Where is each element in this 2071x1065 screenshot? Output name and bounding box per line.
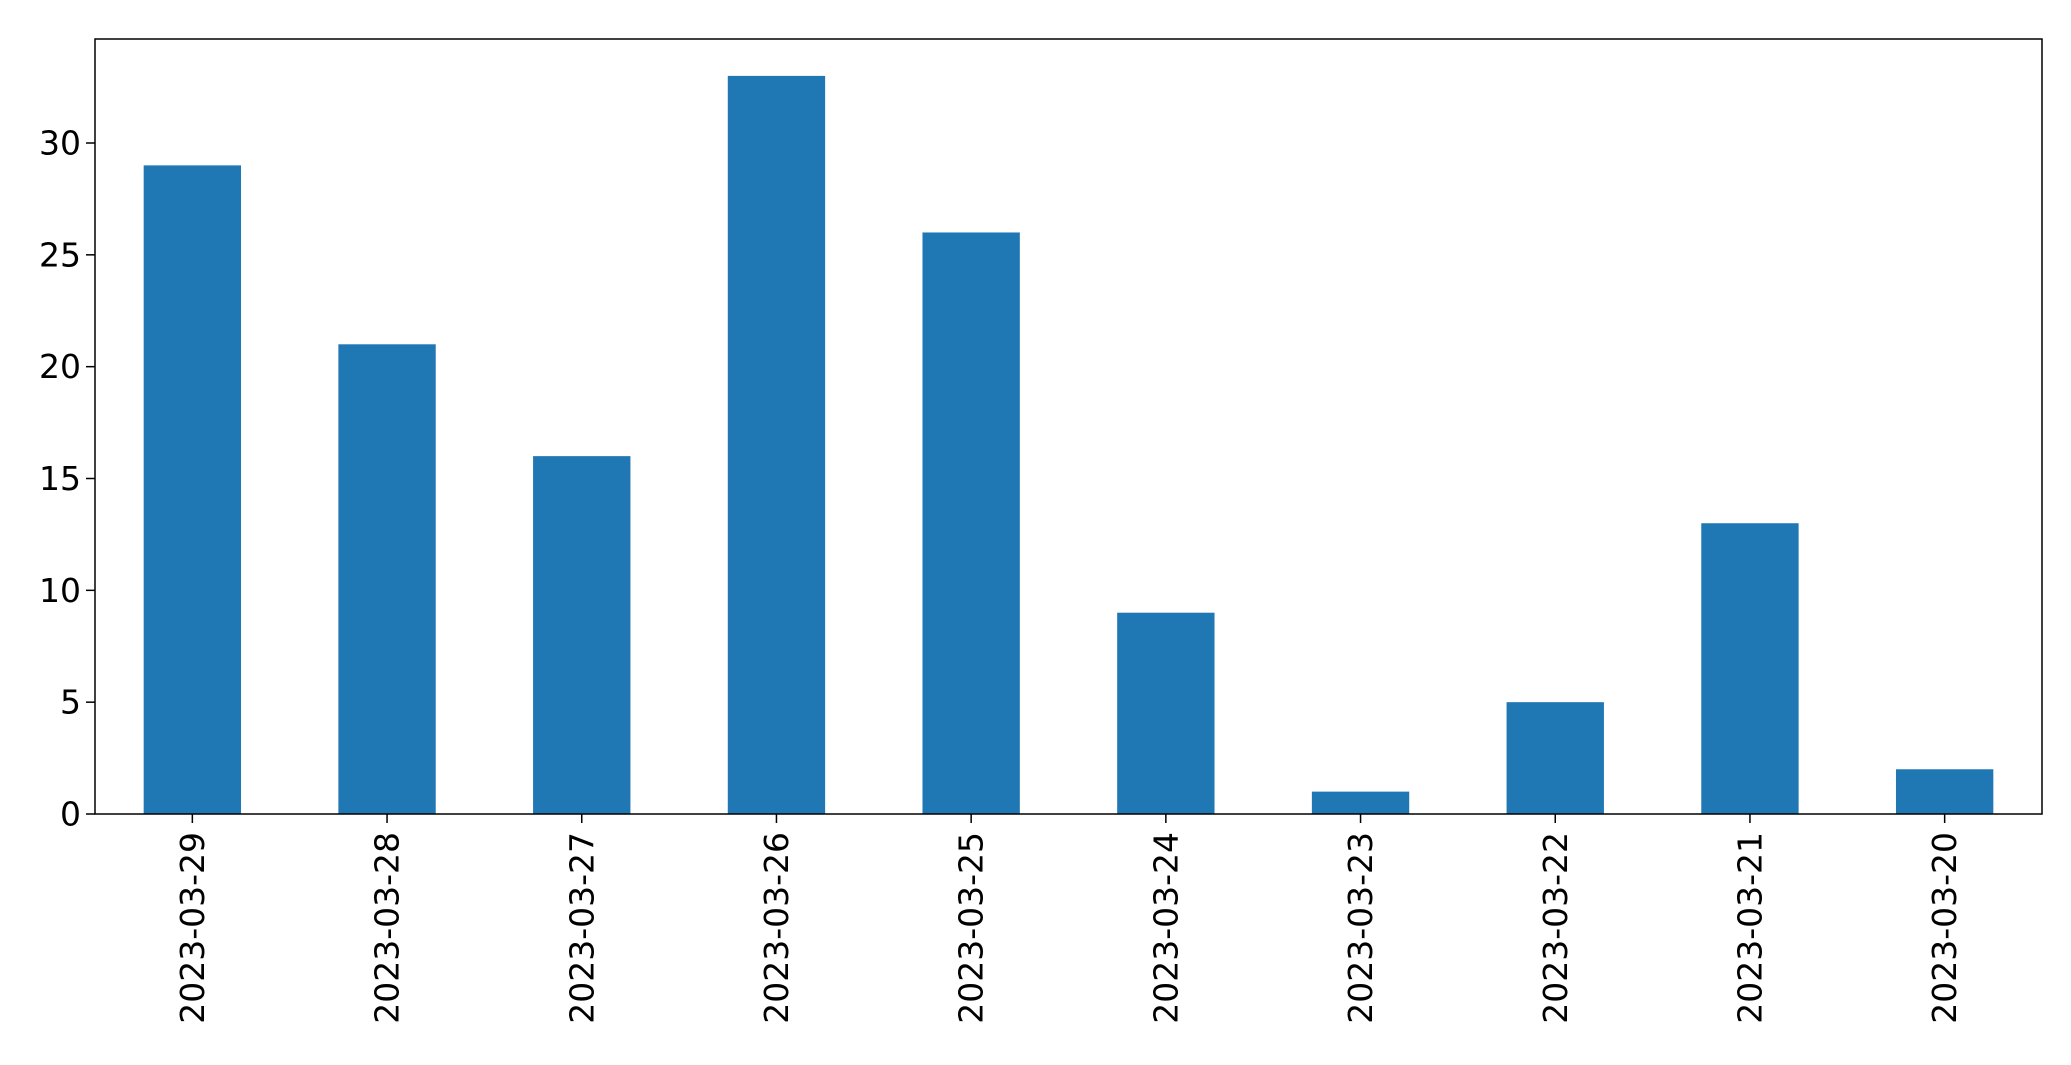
y-tick-label: 5 [60, 683, 81, 722]
x-tick-label: 2023-03-23 [1341, 832, 1380, 1024]
bar-2023-03-20 [1895, 769, 1994, 814]
x-tick-label: 2023-03-22 [1536, 832, 1575, 1024]
x-tick-label: 2023-03-26 [757, 832, 796, 1024]
x-tick-label: 2023-03-29 [173, 832, 212, 1024]
x-tick-label: 2023-03-20 [1925, 832, 1964, 1024]
y-tick-label: 10 [39, 571, 81, 610]
bar-2023-03-28 [338, 344, 436, 814]
bar-2023-03-22 [1506, 702, 1604, 814]
x-tick-label: 2023-03-28 [368, 832, 407, 1024]
x-tick-label: 2023-03-27 [562, 832, 601, 1024]
axes-frame [94, 38, 2043, 815]
bar-2023-03-23 [1311, 791, 1410, 814]
bar-2023-03-25 [922, 232, 1020, 815]
y-tick-label: 15 [39, 459, 81, 498]
x-tick-label: 2023-03-21 [1730, 832, 1769, 1024]
y-tick-label: 0 [60, 795, 81, 834]
x-tick-label: 2023-03-25 [952, 832, 991, 1024]
x-tick-label: 2023-03-24 [1146, 832, 1185, 1024]
bar-2023-03-24 [1117, 612, 1215, 814]
y-tick-label: 25 [39, 235, 81, 274]
bar-2023-03-26 [727, 75, 826, 814]
y-tick-label: 30 [39, 124, 81, 163]
y-tick-label: 20 [39, 347, 81, 386]
bar-2023-03-29 [143, 165, 242, 814]
bar-2023-03-27 [533, 456, 631, 814]
bar-2023-03-21 [1701, 523, 1799, 814]
